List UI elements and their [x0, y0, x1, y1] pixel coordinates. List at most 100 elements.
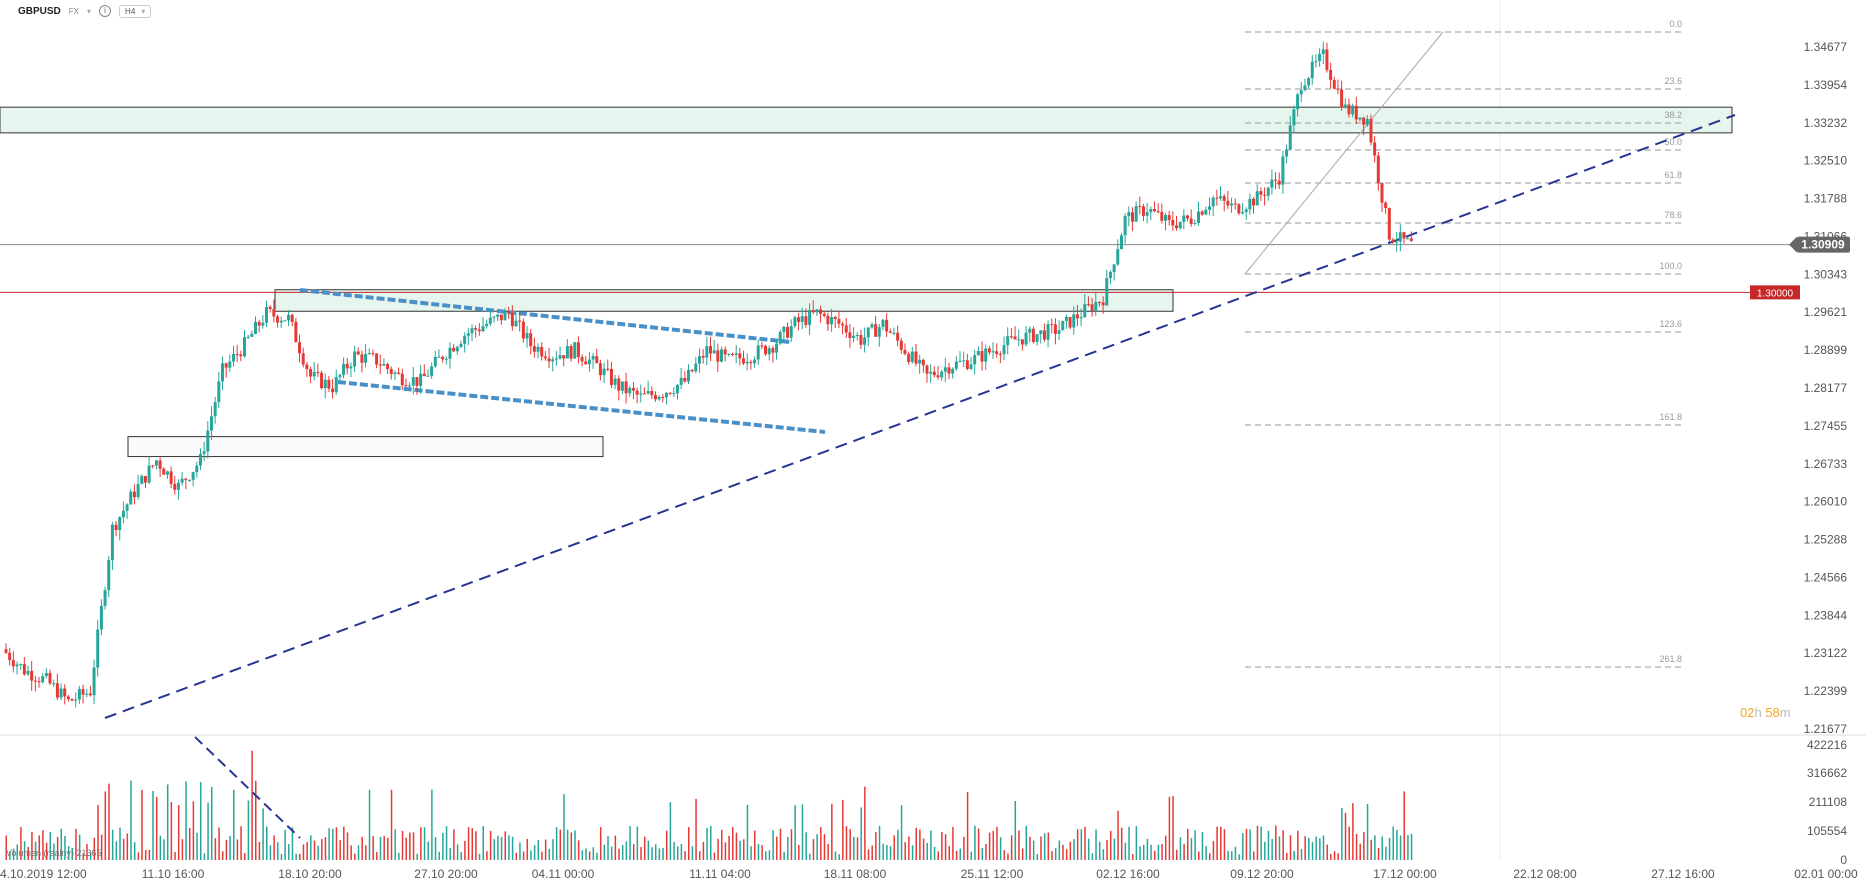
volume-bar [1062, 844, 1064, 860]
volume-bar [849, 829, 851, 860]
candle-body [59, 688, 63, 698]
volume-bar [1278, 836, 1281, 860]
volume-bar [1366, 803, 1369, 860]
volume-bar [625, 841, 628, 860]
volume-bar [772, 830, 774, 860]
volume-bar [221, 851, 224, 860]
candle-body [426, 375, 430, 377]
volume-bar [49, 831, 52, 860]
time-tick-label: 22.12 08:00 [1513, 867, 1577, 881]
volume-bar [456, 844, 459, 860]
candle-body [1270, 179, 1274, 188]
volume-bar [361, 836, 363, 860]
volume-bar [321, 839, 323, 860]
volume-bar [64, 835, 66, 860]
volume-bar [904, 842, 906, 860]
candle-body [1171, 220, 1175, 226]
volume-bar [555, 827, 558, 860]
candle-body [1354, 105, 1358, 120]
candle-body [37, 681, 41, 683]
fib-label: 38.2 [1664, 110, 1682, 120]
volume-bar [1095, 829, 1097, 860]
volume-bar [1245, 828, 1248, 860]
symbol-label[interactable]: GBPUSD [18, 5, 61, 17]
volume-bar [354, 853, 356, 860]
volume-bar [1047, 832, 1050, 860]
volume-bar [163, 839, 165, 860]
volume-bar [941, 831, 943, 860]
candle-body [1116, 249, 1120, 265]
candle-body [532, 346, 536, 352]
volume-bar [1249, 829, 1251, 860]
volume-bar [1010, 835, 1013, 860]
volume-bar [379, 836, 382, 860]
candle-body [1321, 49, 1325, 54]
symbol-dropdown-icon[interactable]: ▾ [87, 6, 92, 16]
candle-body [896, 332, 900, 341]
candle-body [984, 348, 988, 362]
volume-bar [676, 846, 679, 860]
volume-bar [1142, 844, 1145, 860]
volume-bar [269, 845, 272, 860]
candle-body [881, 319, 885, 327]
candle-body [118, 517, 122, 531]
candle-body [1237, 204, 1241, 214]
candle-body [529, 333, 533, 347]
candle-body [1244, 209, 1248, 212]
candle-body [481, 326, 485, 332]
volume-bar [621, 845, 624, 860]
volume-bar [864, 786, 866, 860]
candle-body [1406, 238, 1410, 240]
candle-body [316, 371, 320, 373]
candle-body [1090, 304, 1094, 312]
volume-bar [1150, 844, 1152, 860]
info-icon[interactable]: i [99, 5, 112, 17]
candle-body [279, 320, 283, 323]
candle-body [1013, 336, 1017, 340]
candle-body [1189, 218, 1193, 224]
volume-bar [959, 848, 962, 860]
price-tick-label: 1.33954 [1804, 78, 1848, 92]
countdown-h: h [1754, 705, 1762, 720]
candle-body [386, 364, 390, 370]
candle-body [642, 393, 646, 395]
volume-bar [1161, 843, 1163, 860]
volume-bar [1076, 829, 1079, 860]
candle-body [1130, 212, 1134, 222]
volume-bar [148, 849, 151, 860]
price-tick-label: 1.33232 [1804, 116, 1848, 130]
candle-body [1160, 211, 1164, 221]
candle-body [822, 313, 826, 316]
timeframe-select[interactable]: H4 ▾ [119, 4, 152, 18]
volume-bar [1359, 843, 1361, 860]
candle-body [114, 524, 118, 531]
volume-bar [93, 837, 96, 860]
volume-bar [1014, 801, 1017, 860]
candle-body [639, 393, 643, 395]
volume-bar [776, 836, 778, 860]
candle-body [140, 476, 144, 484]
candle-body [121, 510, 125, 518]
volume-bar [1025, 825, 1028, 860]
candle-body [235, 353, 239, 355]
volume-bar [82, 853, 85, 860]
volume-bar [530, 850, 532, 860]
volume-bar [1190, 837, 1193, 860]
candle-body [55, 683, 59, 698]
volume-bar [640, 847, 642, 860]
volume-bar [643, 836, 646, 860]
current-price-pointer [1789, 236, 1797, 253]
volume-bar [805, 832, 807, 860]
volume-bar [592, 847, 595, 860]
candle-body [26, 670, 30, 675]
candle-body [422, 373, 426, 377]
volume-bar [111, 829, 114, 860]
price-tick-label: 1.34677 [1804, 40, 1848, 54]
candle-body [507, 311, 511, 314]
candle-body [697, 356, 701, 364]
candle-body [613, 378, 617, 385]
volume-bar [1264, 841, 1266, 860]
candle-body [1310, 61, 1314, 79]
candle-body [921, 359, 925, 366]
